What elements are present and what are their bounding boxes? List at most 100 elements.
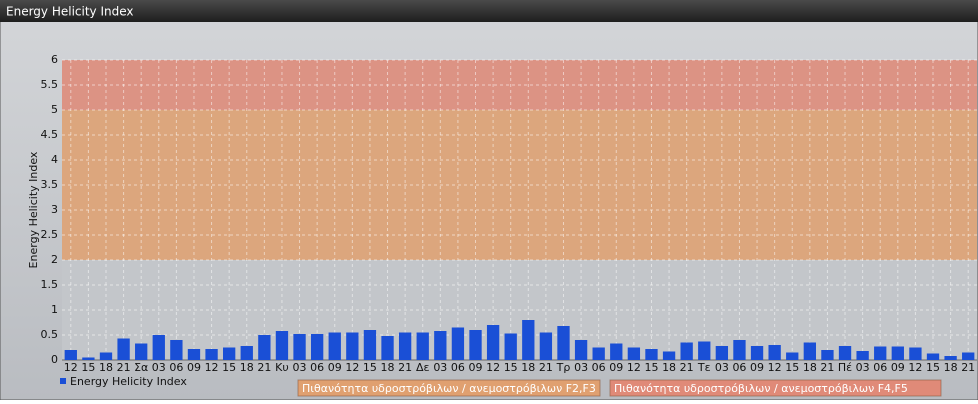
bar [962, 352, 975, 360]
bar [135, 343, 148, 360]
x-tick-label: 15 [81, 361, 95, 374]
x-tick-label: 12 [345, 361, 359, 374]
bar [522, 320, 535, 360]
x-tick-label: Σα [134, 361, 148, 374]
y-tick-label: 1.5 [41, 278, 59, 291]
bar [170, 340, 183, 360]
bar [205, 349, 218, 360]
bar [803, 342, 816, 360]
bar [99, 352, 113, 360]
x-tick-label: Τρ [556, 361, 571, 374]
x-tick-label: 15 [222, 361, 236, 374]
x-tick-label: Τε [697, 361, 711, 374]
bar [223, 347, 236, 360]
x-tick-label: Κυ [275, 361, 289, 374]
bar [821, 350, 834, 360]
y-tick-label: 0 [51, 353, 58, 366]
bar [874, 346, 887, 360]
x-tick-label: 15 [644, 361, 658, 374]
x-tick-label: 18 [99, 361, 113, 374]
bar [152, 335, 165, 360]
bar [328, 332, 341, 360]
bar [627, 347, 641, 360]
x-tick-label: 12 [908, 361, 922, 374]
bar [240, 346, 253, 360]
bar [750, 346, 764, 360]
x-tick-label: 21 [539, 361, 553, 374]
x-tick-label: 18 [240, 361, 254, 374]
x-tick-label: 03 [856, 361, 870, 374]
bar [381, 336, 394, 360]
bar [698, 341, 711, 360]
bar [293, 334, 306, 360]
x-tick-label: 15 [785, 361, 799, 374]
bar [557, 326, 570, 360]
y-tick-label: 2 [51, 253, 58, 266]
bar [610, 343, 623, 360]
y-tick-label: 2.5 [41, 228, 59, 241]
x-tick-label: 09 [891, 361, 905, 374]
x-tick-label: 12 [64, 361, 78, 374]
bar [82, 357, 95, 360]
x-tick-label: 09 [328, 361, 342, 374]
x-tick-label: 18 [521, 361, 535, 374]
bar [187, 349, 201, 360]
bar [117, 338, 130, 360]
bar [733, 340, 746, 360]
bar [768, 345, 781, 360]
y-tick-label: 5 [51, 103, 58, 116]
bar [662, 351, 676, 360]
x-tick-label: 06 [310, 361, 324, 374]
bar [469, 330, 482, 360]
x-tick-label: 03 [433, 361, 447, 374]
x-tick-label: 03 [152, 361, 166, 374]
bar [786, 352, 799, 360]
x-tick-label: 21 [961, 361, 975, 374]
x-tick-label: 03 [293, 361, 307, 374]
bar [856, 351, 869, 360]
y-tick-label: 3.5 [41, 178, 59, 191]
x-tick-label: 09 [469, 361, 483, 374]
bar [363, 330, 377, 360]
x-tick-label: 21 [398, 361, 412, 374]
x-tick-label: 12 [205, 361, 219, 374]
header-title: Energy Helicity Index [6, 5, 134, 19]
bar [504, 333, 517, 360]
legend-marker [60, 378, 66, 384]
x-tick-label: Δε [416, 361, 430, 374]
bar [64, 350, 77, 360]
x-tick-label: 21 [820, 361, 834, 374]
bar [715, 346, 729, 360]
bar [909, 347, 922, 360]
x-tick-label: 15 [504, 361, 518, 374]
x-tick-label: 09 [750, 361, 764, 374]
bar [574, 340, 588, 360]
bar [398, 332, 412, 360]
x-tick-label: 06 [732, 361, 746, 374]
x-tick-label: 12 [627, 361, 641, 374]
x-tick-label: 09 [609, 361, 623, 374]
x-tick-label: 12 [486, 361, 500, 374]
y-axis-label: Energy Helicity Index [27, 151, 40, 268]
bar [838, 346, 852, 360]
bar [926, 353, 940, 360]
bar [451, 327, 465, 360]
bar [275, 331, 289, 360]
y-tick-label: 1 [51, 303, 58, 316]
x-tick-label: 18 [381, 361, 395, 374]
bar [346, 332, 359, 360]
x-tick-label: 03 [715, 361, 729, 374]
x-tick-label: 06 [169, 361, 183, 374]
bar [944, 356, 957, 360]
y-tick-label: 0.5 [41, 328, 59, 341]
legend-band-label: Πιθανότητα υδροστρόβιλων / ανεμοστρόβιλω… [302, 382, 596, 395]
bar [891, 346, 904, 360]
x-tick-label: 12 [768, 361, 782, 374]
bar [258, 335, 271, 360]
legend-label: Energy Helicity Index [70, 375, 187, 388]
x-tick-label: 18 [662, 361, 676, 374]
x-tick-label: 21 [257, 361, 271, 374]
x-tick-label: 15 [363, 361, 377, 374]
x-tick-label: 18 [944, 361, 958, 374]
